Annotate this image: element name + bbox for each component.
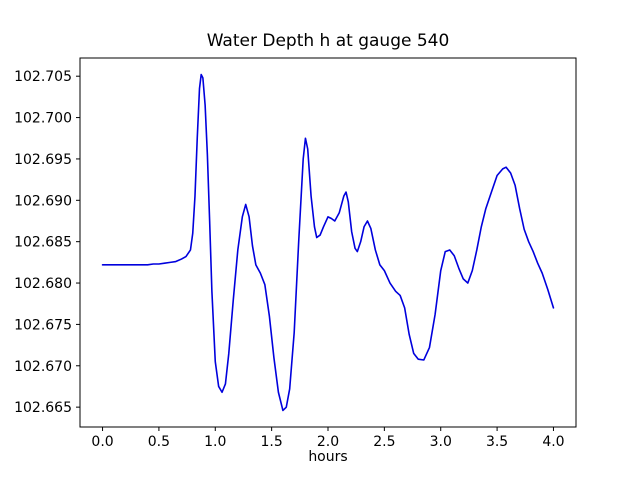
- y-tick-label: 102.695: [14, 152, 72, 168]
- x-tick-label: 3.5: [486, 434, 508, 450]
- y-tick-label: 102.705: [14, 69, 72, 85]
- x-tick-label: 1.0: [204, 434, 226, 450]
- water-depth-line: [101, 73, 555, 412]
- y-tick-label: 102.680: [14, 276, 72, 292]
- y-tick-label: 102.700: [14, 111, 72, 127]
- x-tick-label: 1.5: [261, 434, 283, 450]
- y-tick-label: 102.670: [14, 359, 72, 375]
- y-tick-label: 102.690: [14, 193, 72, 209]
- x-tick-label: 2.0: [317, 434, 339, 450]
- x-tick-label: 0.5: [148, 434, 170, 450]
- x-tick-label: 4.0: [542, 434, 564, 450]
- plot-border: [79, 57, 577, 428]
- y-tick-label: 102.685: [14, 235, 72, 251]
- x-tick-label: 3.0: [430, 434, 452, 450]
- y-tick-label: 102.675: [14, 317, 72, 333]
- x-tick-label: 2.5: [373, 434, 395, 450]
- y-tick-label: 102.665: [14, 400, 72, 416]
- x-tick-label: 0.0: [91, 434, 113, 450]
- chart-title: Water Depth h at gauge 540: [206, 31, 450, 51]
- x-axis-label: hours: [308, 449, 348, 465]
